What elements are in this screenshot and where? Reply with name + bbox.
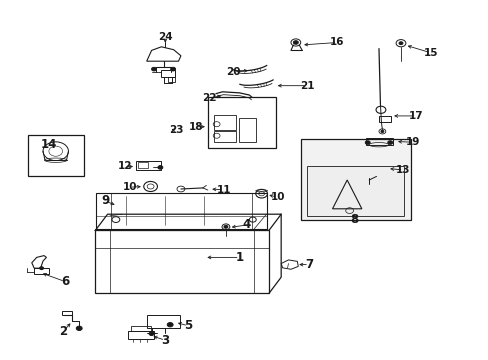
Text: 6: 6 [61,275,69,288]
Text: 19: 19 [405,137,420,147]
Bar [131,326,150,331]
Bar [365,138,392,145]
Bar [138,162,147,168]
Text: 20: 20 [226,67,241,77]
Circle shape [293,41,298,44]
Text: 22: 22 [202,93,216,103]
Text: 24: 24 [158,32,172,42]
Bar [128,331,153,339]
Text: 13: 13 [395,165,410,175]
Text: 5: 5 [184,319,192,332]
Bar [61,311,72,315]
Bar [214,115,236,130]
Circle shape [170,67,175,71]
Bar [214,131,236,142]
Text: 14: 14 [41,138,57,150]
Text: 2: 2 [60,325,67,338]
Text: 12: 12 [117,161,132,171]
Text: 8: 8 [350,213,358,226]
Circle shape [398,42,402,45]
Text: 21: 21 [299,81,314,91]
Circle shape [151,67,156,71]
Circle shape [149,332,154,336]
Text: 15: 15 [423,48,438,58]
Text: 11: 11 [216,185,231,195]
Text: 10: 10 [270,192,285,202]
Bar [28,135,84,176]
Circle shape [40,267,43,270]
Bar [207,97,276,148]
Text: 23: 23 [168,125,183,135]
Bar [136,161,161,170]
Circle shape [224,225,227,228]
Circle shape [365,141,369,144]
Circle shape [158,166,163,169]
Circle shape [380,130,383,132]
Text: 16: 16 [329,37,344,48]
Circle shape [387,141,392,144]
Text: 4: 4 [243,219,250,231]
Text: 1: 1 [235,251,243,264]
Text: 18: 18 [188,122,203,132]
Text: 10: 10 [122,182,137,192]
Circle shape [167,323,173,327]
Circle shape [76,326,82,330]
Text: 9: 9 [101,194,109,207]
Bar [34,268,49,274]
Bar [161,70,175,77]
Text: 7: 7 [305,258,312,271]
Bar [238,118,255,142]
Bar [378,116,390,122]
Bar [146,315,180,328]
Text: 3: 3 [161,334,169,347]
Bar [306,166,403,216]
Bar [300,139,410,220]
Bar [95,230,268,293]
Text: 17: 17 [407,111,422,121]
Bar [167,77,175,82]
Bar [96,193,266,229]
